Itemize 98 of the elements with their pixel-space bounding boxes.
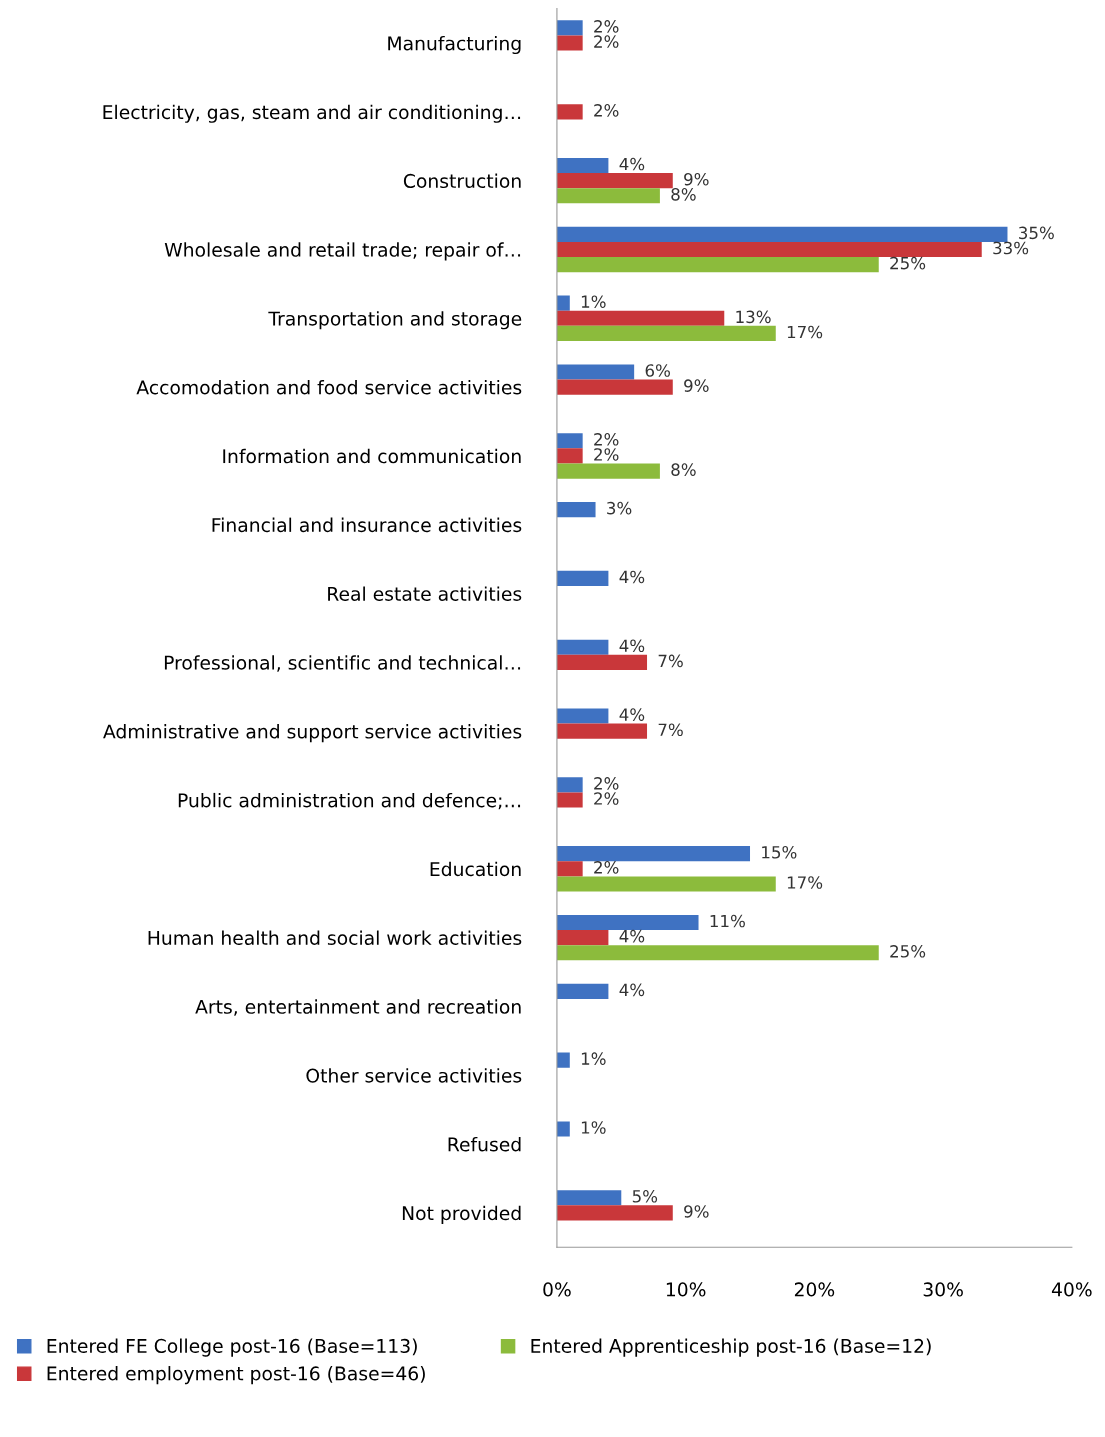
- y-tick-label: Electricity, gas, steam and air conditioning…: [103, 104, 521, 123]
- y-tick-label: Not provided: [402, 1205, 521, 1224]
- data-label: 2%: [594, 792, 619, 805]
- data-label: 4%: [619, 570, 645, 584]
- y-tick-label: Manufacturing: [388, 35, 521, 55]
- bar: [556, 241, 982, 258]
- bar: [556, 930, 609, 946]
- y-tick-label: Other service activities: [306, 1068, 522, 1083]
- x-tick-label: 10%: [666, 1282, 706, 1297]
- bar: [556, 1121, 570, 1137]
- bar: [556, 777, 583, 793]
- data-label: 35%: [1019, 226, 1054, 240]
- y-tick-label: Information and communication: [223, 448, 521, 464]
- data-label: 9%: [684, 1205, 709, 1218]
- data-label: 17%: [787, 876, 823, 889]
- data-label: 2%: [594, 448, 619, 461]
- bar: [556, 876, 776, 892]
- bar: [556, 846, 751, 862]
- bar: [556, 295, 570, 311]
- bar: [556, 914, 699, 931]
- bar: [556, 1205, 673, 1221]
- y-tick-label: Financial and insurance activities: [212, 517, 522, 533]
- data-label: 5%: [632, 1190, 658, 1203]
- x-tick-label: 30%: [923, 1282, 963, 1297]
- data-label: 2%: [594, 433, 619, 446]
- data-label: 25%: [890, 945, 926, 958]
- data-label: 11%: [710, 914, 745, 928]
- x-tick-label: 0%: [543, 1282, 571, 1297]
- bar: [556, 104, 583, 120]
- x-tick-label: 40%: [1051, 1282, 1092, 1297]
- data-label: 7%: [658, 723, 683, 737]
- data-label: 6%: [645, 364, 670, 377]
- bar: [556, 310, 725, 326]
- bar: [556, 983, 609, 999]
- y-tick-label: Education: [430, 861, 521, 877]
- data-label: 1%: [581, 1052, 606, 1065]
- bar: [556, 379, 673, 395]
- bar: [556, 20, 583, 36]
- data-label: 2%: [594, 777, 619, 790]
- bar: [556, 639, 609, 655]
- bar: [556, 364, 635, 380]
- bar: [556, 188, 660, 204]
- x-tick-label: 20%: [794, 1282, 835, 1297]
- bar: [556, 1190, 622, 1206]
- data-label: 2%: [594, 35, 619, 48]
- data-label: 25%: [890, 256, 926, 270]
- data-label: 8%: [671, 188, 696, 201]
- bar: [556, 448, 583, 464]
- bar: [556, 570, 609, 586]
- legend-label: Entered employment post-16 (Base=46): [47, 1366, 425, 1385]
- y-tick-label: Wholesale and retail trade; repair of…: [164, 242, 521, 261]
- y-tick-label: Refused: [448, 1136, 521, 1152]
- data-label: 9%: [684, 172, 709, 186]
- data-label: 4%: [619, 983, 645, 997]
- y-tick-label: Construction: [403, 173, 521, 189]
- data-label: 1%: [581, 295, 606, 308]
- data-label: 7%: [658, 654, 683, 668]
- legend-label: Entered FE College post-16 (Base=113): [47, 1338, 417, 1357]
- bar: [556, 226, 1008, 242]
- data-label: 13%: [736, 310, 771, 324]
- bar: [556, 1052, 570, 1068]
- data-label: 2%: [594, 20, 619, 33]
- data-label: 3%: [607, 501, 632, 515]
- y-tick-label: Accomodation and food service activities: [136, 379, 522, 395]
- bar: [556, 463, 660, 479]
- data-label: 17%: [787, 325, 823, 339]
- y-tick-label: Professional, scientific and technical…: [164, 655, 521, 672]
- data-label: 2%: [594, 104, 619, 117]
- bar: [556, 654, 648, 670]
- data-label: 4%: [619, 639, 645, 653]
- bar: [556, 35, 583, 51]
- data-label: 2%: [594, 861, 619, 874]
- bar: [556, 325, 776, 341]
- bar: [556, 861, 583, 877]
- data-label: 15%: [762, 845, 797, 859]
- bar: [556, 708, 609, 724]
- y-tick-label: Public administration and defence;…: [178, 792, 521, 810]
- bar: [556, 157, 609, 174]
- data-label: 4%: [619, 157, 645, 171]
- legend-label: Entered Apprenticeship post-16 (Base=12): [531, 1338, 931, 1357]
- data-label: 4%: [619, 708, 645, 721]
- data-label: 9%: [684, 379, 709, 392]
- bar: [556, 173, 673, 189]
- bar: [556, 257, 879, 273]
- bar: [556, 502, 596, 518]
- bar: [556, 723, 648, 739]
- y-tick-label: Administrative and support service activities: [103, 724, 522, 743]
- y-tick-label: Arts, entertainment and recreation: [195, 999, 521, 1016]
- y-tick-label: Human health and social work activities: [148, 930, 522, 946]
- data-label: 4%: [619, 929, 645, 943]
- bar: [556, 433, 583, 449]
- bar: [556, 792, 583, 808]
- bar: [556, 945, 879, 961]
- y-tick-label: Transportation and storage: [268, 311, 522, 330]
- y-tick-label: Real estate activities: [328, 586, 522, 601]
- data-label: 8%: [671, 463, 696, 476]
- data-label: 1%: [581, 1121, 606, 1134]
- data-label: 33%: [993, 241, 1029, 255]
